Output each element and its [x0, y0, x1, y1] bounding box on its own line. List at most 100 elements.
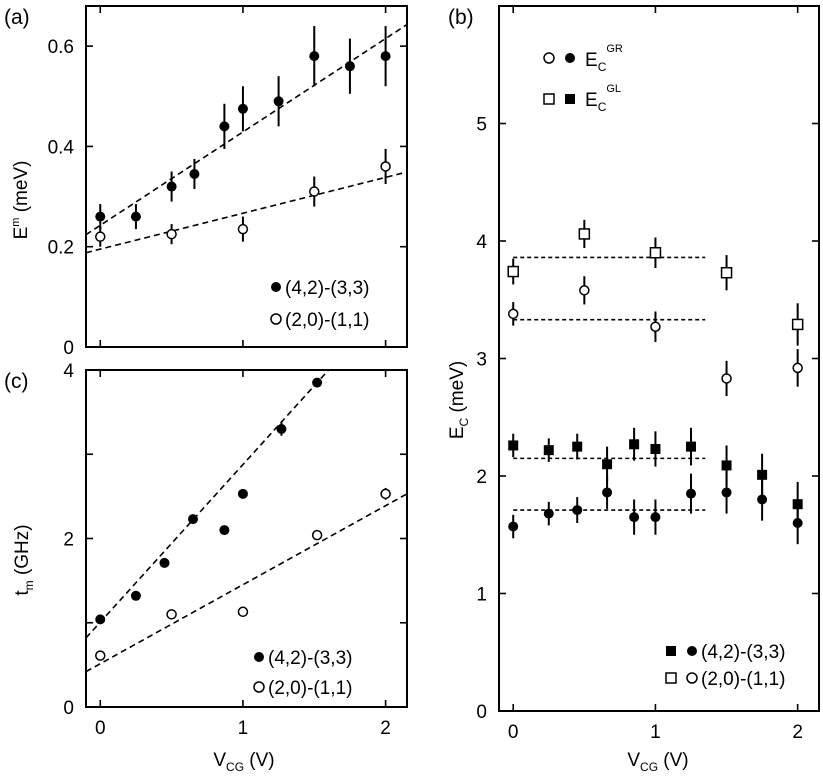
data-point-open-circle — [166, 609, 177, 620]
legend-open-square-marker — [543, 93, 555, 105]
legend-label: (2,0)-(1,1) — [701, 669, 785, 690]
data-point-filled-square — [543, 445, 554, 456]
legend-ec-gr: ECGR — [585, 43, 623, 74]
panel-b-xlabel: VCG (V) — [627, 750, 688, 774]
data-point-filled-circle — [237, 488, 248, 499]
y-tick-label: 0.6 — [48, 37, 74, 58]
legend-label: (2,0)-(1,1) — [268, 678, 352, 699]
legend-open-square-marker — [665, 672, 677, 684]
y-tick-label: 0.2 — [48, 238, 74, 259]
y-tick-label: 2 — [63, 530, 74, 551]
fit-line — [85, 369, 330, 639]
legend-ec-gl: ECGL — [585, 83, 621, 114]
legend-filled-circle-marker — [271, 282, 281, 292]
data-point-filled-circle — [629, 512, 640, 523]
panel-b: (b) 0 1 2 3 4 5 0 1 2 EC (meV) VCG (V) ECGR ECG… — [447, 5, 820, 774]
data-point-open-circle — [309, 186, 320, 197]
y-tick-label: 2 — [476, 467, 487, 488]
data-point-filled-circle — [166, 181, 177, 192]
legend-filled-square-marker — [565, 94, 575, 104]
panel-a-ylabel: Em (meV) — [10, 161, 32, 240]
data-point-open-circle — [507, 308, 519, 320]
data-point-filled-circle — [602, 487, 613, 498]
data-point-filled-square — [602, 459, 613, 470]
data-point-filled-circle — [189, 168, 200, 179]
legend-filled-circle-marker — [254, 652, 264, 662]
legend-filled-square-marker — [666, 646, 676, 656]
panel-c-xlabel: VCG (V) — [213, 750, 274, 774]
data-point-filled-square — [650, 443, 661, 454]
data-point-filled-circle — [95, 211, 106, 222]
panel-b-label: (b) — [448, 6, 474, 29]
data-point-filled-square — [572, 441, 583, 452]
data-point-open-circle — [380, 488, 391, 500]
x-tick-label: 1 — [650, 722, 661, 743]
data-point-open-circle — [166, 228, 177, 240]
x-tick-label: 2 — [792, 722, 803, 743]
data-point-open-circle — [579, 285, 590, 296]
data-point-open-circle — [792, 362, 803, 374]
data-point-filled-circle — [309, 51, 320, 62]
y-tick-label: 1 — [476, 585, 487, 606]
data-point-filled-square — [686, 441, 696, 452]
data-point-filled-circle — [237, 103, 248, 114]
data-point-filled-circle — [130, 590, 141, 601]
data-point-filled-circle — [273, 96, 284, 107]
data-point-filled-circle — [380, 51, 391, 62]
data-point-open-square — [791, 318, 804, 331]
data-point-filled-circle — [159, 557, 170, 568]
y-tick-label: 4 — [476, 232, 487, 253]
data-point-open-circle — [237, 223, 249, 235]
data-point-open-circle — [95, 650, 106, 661]
panel-b-frame — [498, 5, 820, 712]
data-point-open-square — [507, 265, 519, 278]
panel-a-legend: (4,2)-(3,3) (2,0)-(1,1) — [270, 278, 369, 331]
legend-open-circle-marker — [253, 681, 265, 693]
legend-filled-circle-marker — [565, 53, 575, 63]
data-point-filled-square — [757, 469, 768, 480]
fit-line — [85, 23, 408, 236]
y-tick-label: 5 — [476, 115, 487, 136]
panel-b-legend-bottom: (4,2)-(3,3) (2,0)-(1,1) — [665, 642, 785, 690]
data-point-open-circle — [721, 373, 732, 384]
data-point-filled-circle — [543, 508, 554, 519]
data-point-filled-circle — [508, 521, 519, 532]
panel-a-label: (a) — [4, 6, 30, 29]
data-point-filled-circle — [757, 494, 768, 505]
data-point-open-square — [578, 228, 591, 240]
legend-label: (2,0)-(1,1) — [285, 310, 369, 331]
legend-open-circle-marker — [270, 313, 282, 325]
data-point-filled-circle — [344, 61, 355, 72]
data-point-filled-circle — [130, 211, 141, 222]
data-point-filled-square — [721, 460, 732, 471]
panel-a-frame — [85, 5, 408, 348]
y-tick-label: 4 — [63, 361, 74, 382]
data-point-filled-circle — [572, 505, 583, 516]
fit-line — [85, 493, 408, 673]
y-tick-label: 0.4 — [48, 137, 75, 158]
data-point-filled-circle — [686, 488, 696, 499]
legend-label: (4,2)-(3,3) — [701, 642, 785, 663]
data-point-filled-circle — [650, 512, 661, 523]
x-tick-label: 0 — [508, 722, 519, 743]
legend-filled-circle-marker — [687, 646, 697, 656]
data-point-filled-circle — [276, 423, 287, 434]
data-point-open-circle — [311, 529, 323, 541]
legend-open-circle-marker — [543, 52, 555, 64]
panel-b-ylabel: EC (meV) — [447, 361, 471, 439]
legend-label: (4,2)-(3,3) — [268, 648, 352, 669]
data-point-filled-circle — [95, 614, 106, 625]
data-point-open-circle — [95, 231, 106, 242]
legend-open-circle-marker — [686, 672, 698, 684]
data-point-open-square — [649, 247, 662, 259]
data-point-open-square — [720, 266, 733, 279]
x-tick-label: 1 — [238, 718, 249, 739]
data-point-open-circle — [237, 606, 249, 618]
panel-c: (c) 0 2 4 0 1 2 tm (GHz) VCG (V) (4,2)-(3,3)… — [4, 361, 408, 774]
panel-c-legend: (4,2)-(3,3) (2,0)-(1,1) — [253, 648, 352, 699]
fit-line — [85, 171, 408, 254]
x-tick-label: 2 — [380, 718, 391, 739]
x-tick-label: 0 — [95, 718, 106, 739]
data-point-filled-circle — [188, 514, 198, 525]
